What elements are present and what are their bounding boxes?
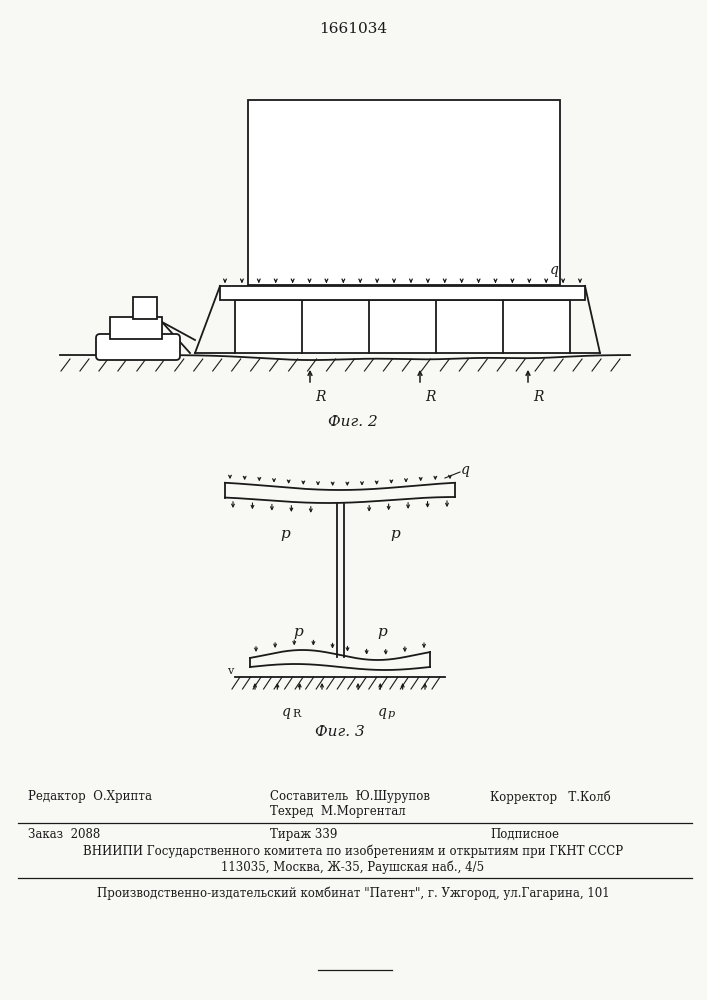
Text: q: q xyxy=(378,705,387,719)
Text: Фиг. 3: Фиг. 3 xyxy=(315,725,365,739)
Text: Фиг. 2: Фиг. 2 xyxy=(328,415,378,429)
Text: ВНИИПИ Государственного комитета по изобретениям и открытиям при ГКНТ СССР: ВНИИПИ Государственного комитета по изоб… xyxy=(83,844,623,857)
Text: 1661034: 1661034 xyxy=(319,22,387,36)
Text: Заказ  2088: Заказ 2088 xyxy=(28,828,100,841)
Text: Редактор  О.Хрипта: Редактор О.Хрипта xyxy=(28,790,152,803)
Text: q: q xyxy=(461,463,470,477)
Text: Составитель  Ю.Шурупов: Составитель Ю.Шурупов xyxy=(270,790,430,803)
Text: Техред  М.Моргентал: Техред М.Моргентал xyxy=(270,805,406,818)
Bar xyxy=(110,317,162,339)
Text: p: p xyxy=(377,625,387,639)
Text: 113035, Москва, Ж-35, Раушская наб., 4/5: 113035, Москва, Ж-35, Раушская наб., 4/5 xyxy=(221,860,484,874)
Text: p: p xyxy=(390,527,400,541)
FancyBboxPatch shape xyxy=(96,334,180,360)
Bar xyxy=(220,286,585,300)
Text: R: R xyxy=(315,390,325,404)
Text: p: p xyxy=(280,527,290,541)
Text: Производственно-издательский комбинат "Патент", г. Ужгород, ул.Гагарина, 101: Производственно-издательский комбинат "П… xyxy=(97,886,609,900)
Text: p: p xyxy=(388,709,395,719)
Text: q: q xyxy=(550,263,559,277)
Text: R: R xyxy=(292,709,300,719)
Bar xyxy=(133,297,157,319)
Bar xyxy=(235,300,570,353)
Text: q: q xyxy=(282,705,291,719)
Text: R: R xyxy=(425,390,436,404)
Text: Подписное: Подписное xyxy=(490,828,559,841)
Text: Тираж 339: Тираж 339 xyxy=(270,828,337,841)
Text: R: R xyxy=(533,390,544,404)
Text: v: v xyxy=(227,666,233,676)
Bar xyxy=(248,100,560,285)
Text: p: p xyxy=(293,625,303,639)
Text: Корректор   Т.Колб: Корректор Т.Колб xyxy=(490,790,611,804)
